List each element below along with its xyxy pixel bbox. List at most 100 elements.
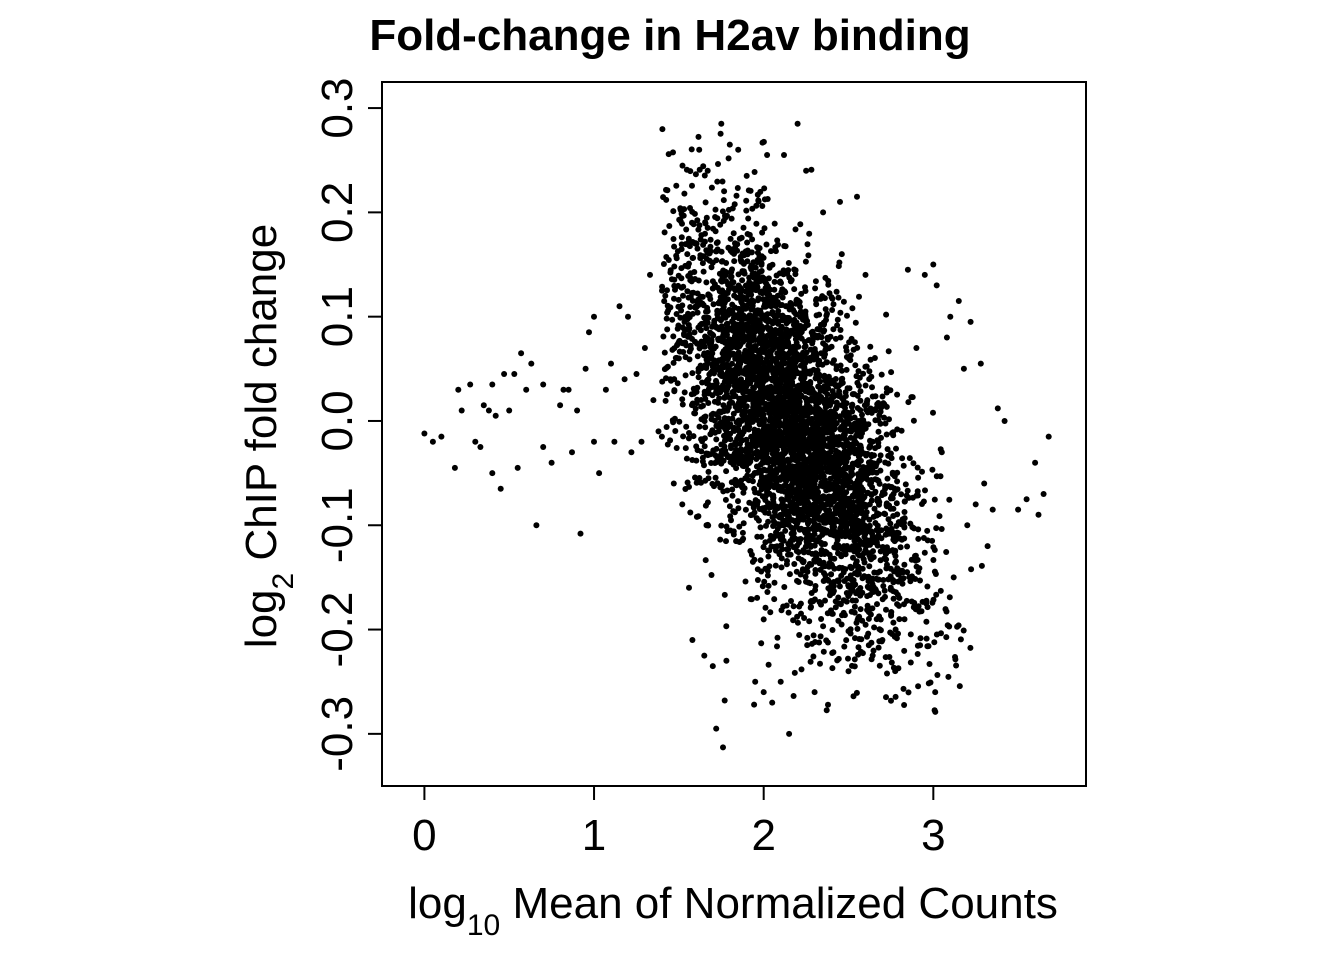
data-point	[888, 697, 894, 704]
data-point	[792, 397, 798, 404]
x-tick-label: 0	[412, 811, 436, 860]
data-point	[739, 529, 746, 536]
data-point	[673, 182, 680, 189]
data-point	[724, 361, 730, 368]
data-point	[885, 452, 892, 459]
data-point	[802, 543, 809, 550]
data-point	[717, 317, 724, 324]
data-point	[874, 498, 881, 505]
data-point	[694, 353, 701, 360]
data-point	[724, 393, 731, 400]
data-point	[641, 345, 648, 351]
data-point	[877, 548, 884, 555]
data-point	[853, 542, 860, 549]
data-point	[800, 558, 807, 565]
data-point	[806, 618, 813, 625]
data-point	[783, 326, 790, 333]
data-point	[874, 401, 881, 408]
data-point	[698, 232, 705, 239]
data-point	[707, 431, 714, 438]
data-point	[721, 697, 728, 704]
data-point	[697, 255, 704, 262]
data-point	[793, 403, 800, 410]
data-point	[944, 622, 951, 629]
data-point	[853, 373, 860, 380]
data-point	[686, 430, 692, 436]
data-point	[714, 239, 721, 246]
data-point	[725, 155, 732, 162]
data-point	[894, 478, 901, 485]
data-point	[429, 438, 436, 445]
data-point	[836, 583, 843, 590]
data-point	[740, 535, 747, 542]
data-point	[893, 523, 900, 529]
data-point	[735, 349, 742, 356]
data-point	[705, 475, 712, 482]
data-point	[845, 583, 852, 590]
data-point	[671, 415, 678, 422]
data-point	[752, 443, 759, 450]
data-point	[782, 388, 789, 395]
data-point	[740, 355, 747, 362]
data-point	[785, 267, 792, 274]
data-point	[713, 257, 720, 264]
data-point	[813, 297, 819, 304]
data-point	[684, 288, 691, 295]
data-point	[984, 543, 991, 550]
data-point	[717, 130, 724, 137]
data-point	[690, 433, 697, 440]
data-point	[772, 505, 779, 512]
data-point	[844, 409, 851, 416]
data-point	[702, 413, 709, 420]
data-point	[796, 526, 803, 533]
data-point	[901, 509, 908, 515]
data-point	[816, 599, 823, 605]
data-point	[806, 435, 813, 442]
data-point	[790, 603, 797, 610]
data-point	[777, 536, 784, 543]
data-point	[751, 274, 758, 281]
data-point	[737, 360, 744, 367]
data-point	[655, 428, 662, 435]
data-point	[950, 574, 957, 581]
data-point	[855, 644, 862, 651]
data-point	[829, 665, 836, 672]
data-point	[489, 470, 496, 477]
data-point	[843, 637, 850, 644]
data-point	[883, 694, 889, 701]
data-point	[1015, 506, 1022, 513]
data-point	[744, 302, 751, 309]
data-point	[709, 392, 716, 399]
data-point	[670, 333, 677, 340]
data-point	[729, 415, 736, 422]
data-point	[775, 521, 782, 528]
data-point	[761, 578, 768, 585]
data-point	[671, 387, 678, 394]
data-point	[785, 475, 792, 482]
y-tick-label: -0.3	[313, 696, 362, 772]
data-point	[812, 278, 819, 285]
data-point	[728, 442, 734, 449]
data-point	[859, 617, 866, 624]
data-point	[744, 231, 751, 237]
data-point	[864, 397, 871, 404]
data-point	[831, 381, 838, 388]
data-point	[751, 485, 758, 492]
data-point	[713, 453, 720, 460]
data-point	[596, 470, 603, 477]
data-point	[844, 312, 850, 319]
data-point	[797, 600, 804, 607]
data-point	[933, 591, 940, 598]
data-point	[720, 402, 727, 409]
data-point	[826, 514, 832, 521]
data-point	[933, 473, 940, 480]
data-point	[704, 521, 711, 528]
data-point	[830, 579, 837, 585]
data-point	[723, 387, 730, 394]
data-point	[827, 475, 834, 482]
data-point	[727, 269, 734, 276]
data-point	[835, 434, 842, 441]
data-point	[829, 388, 836, 395]
data-point	[803, 439, 810, 446]
data-point	[683, 455, 690, 462]
